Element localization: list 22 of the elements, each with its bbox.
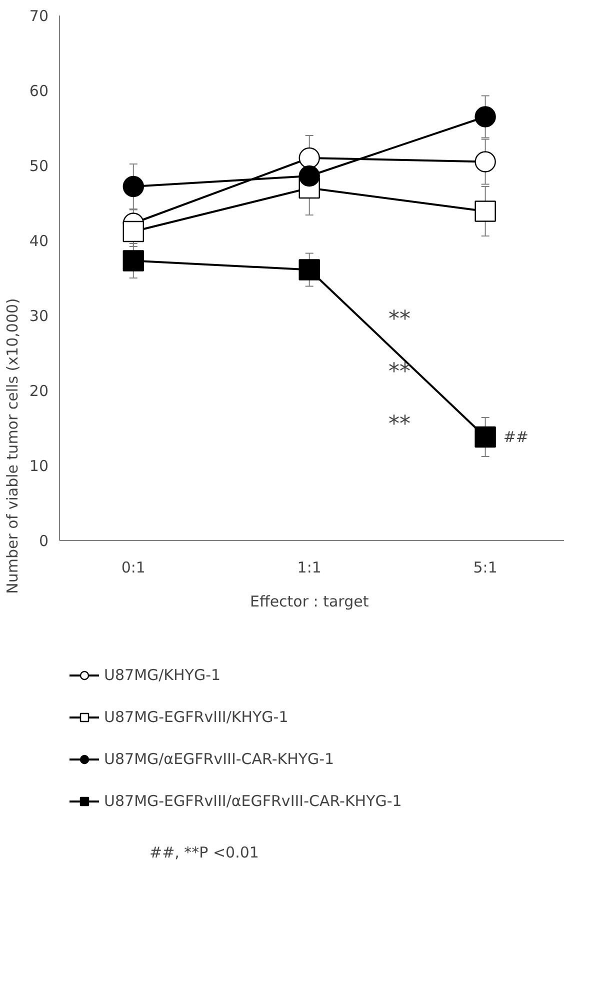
annotation: ## [503,428,528,446]
legend-label: U87MG/KHYG-1 [104,666,221,684]
x-tick-label: 5:1 [473,558,498,576]
annotation: ** [388,306,411,332]
y-tick-label: 20 [29,382,49,400]
legend-label: U87MG-EGFRvIII/KHYG-1 [104,708,288,726]
y-tick-label: 60 [29,82,49,100]
y-axis-title: Number of viable tumor cells (x10,000) [3,298,22,594]
y-tick-label: 50 [29,157,49,175]
y-tick-label: 40 [29,232,49,250]
annotation: ** [388,412,411,437]
y-tick-label: 70 [29,7,49,25]
y-tick-label: 10 [29,457,49,475]
y-tick-label: 0 [38,532,49,550]
annotation: ** [388,359,411,384]
x-tick-label: 1:1 [297,558,322,576]
legend-label: U87MG-EGFRvIII/αEGFRvIII-CAR-KHYG-1 [104,792,402,810]
y-tick-label: 30 [29,307,49,325]
x-axis-title: Effector : target [250,592,369,610]
x-tick-label: 0:1 [121,558,146,576]
legend-label: U87MG/αEGFRvIII-CAR-KHYG-1 [104,750,334,768]
text: ##, **P <0.01 [150,844,259,862]
